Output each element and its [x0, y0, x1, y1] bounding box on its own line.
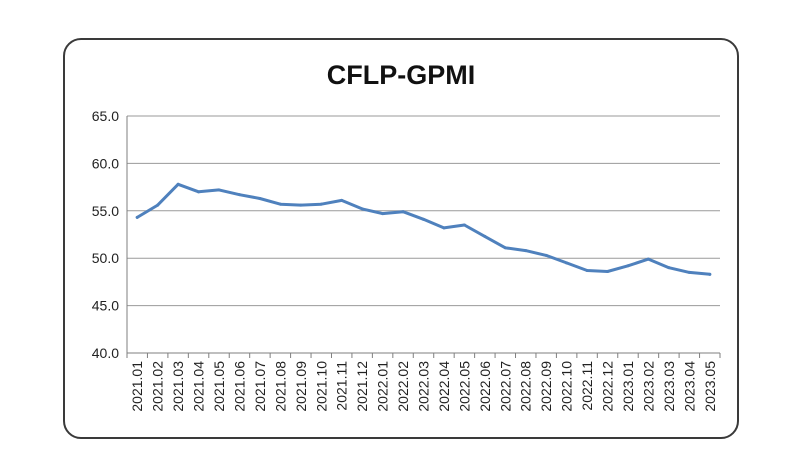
x-tick-label: 2022.09	[538, 361, 554, 412]
data-point	[217, 188, 221, 192]
data-point	[646, 257, 650, 261]
x-tick-label: 2022.01	[375, 361, 391, 412]
x-tick-label: 2022.12	[600, 361, 616, 412]
data-point	[606, 269, 610, 273]
y-tick-label: 55.0	[92, 203, 119, 219]
y-tick-label: 50.0	[92, 250, 119, 266]
data-point	[340, 198, 344, 202]
data-point	[442, 226, 446, 230]
x-tick-label: 2022.08	[518, 361, 534, 412]
x-tick-label: 2022.06	[477, 361, 493, 412]
x-tick-label: 2022.02	[395, 361, 411, 412]
data-point	[524, 249, 528, 253]
data-point	[237, 193, 241, 197]
data-point	[135, 215, 139, 219]
data-point	[667, 266, 671, 270]
x-tick-label: 2022.07	[497, 361, 513, 412]
data-point	[381, 212, 385, 216]
x-tick-label: 2021.09	[293, 361, 309, 412]
x-tick-label: 2021.03	[170, 361, 186, 412]
data-point	[687, 270, 691, 274]
x-tick-label: 2023.02	[640, 361, 656, 412]
data-point	[319, 202, 323, 206]
x-tick-label: 2023.01	[620, 361, 636, 412]
data-point	[462, 223, 466, 227]
data-point	[401, 210, 405, 214]
x-tick-label: 2023.03	[661, 361, 677, 412]
y-tick-label: 60.0	[92, 155, 119, 171]
x-tick-label: 2022.04	[436, 361, 452, 412]
data-point	[278, 202, 282, 206]
data-point	[258, 196, 262, 200]
y-tick-label: 40.0	[92, 345, 119, 361]
data-point	[503, 246, 507, 250]
x-tick-label: 2021.05	[211, 361, 227, 412]
data-point	[708, 272, 712, 276]
data-point	[299, 203, 303, 207]
chart-frame: CFLP-GPMI	[63, 38, 739, 439]
x-tick-label: 2021.06	[231, 361, 247, 412]
x-tick-label: 2021.02	[150, 361, 166, 412]
data-point	[585, 269, 589, 273]
x-tick-label: 2021.08	[272, 361, 288, 412]
y-tick-label: 45.0	[92, 298, 119, 314]
x-tick-label: 2021.10	[313, 361, 329, 412]
x-tick-label: 2021.12	[354, 361, 370, 412]
data-point	[156, 203, 160, 207]
data-point	[565, 261, 569, 265]
data-point	[360, 207, 364, 211]
chart-title: CFLP-GPMI	[326, 60, 476, 90]
data-point	[544, 253, 548, 257]
x-tick-label: 2022.05	[456, 361, 472, 412]
x-tick-label: 2022.03	[416, 361, 432, 412]
x-tick-label: 2022.11	[579, 361, 595, 411]
x-tick-label: 2022.10	[559, 361, 575, 412]
x-tick-label: 2021.07	[252, 361, 268, 412]
data-point	[483, 234, 487, 238]
x-tick-label: 2021.01	[129, 361, 145, 412]
data-point	[176, 182, 180, 186]
series-line	[135, 182, 712, 276]
x-tick-label: 2023.04	[681, 361, 697, 412]
data-point	[422, 217, 425, 221]
x-tick-label: 2021.11	[334, 361, 350, 411]
x-tick-label: 2023.05	[702, 361, 718, 412]
data-point	[197, 190, 201, 194]
data-point	[626, 264, 630, 268]
y-tick-label: 65.0	[92, 108, 119, 124]
x-tick-label: 2021.04	[191, 361, 207, 412]
